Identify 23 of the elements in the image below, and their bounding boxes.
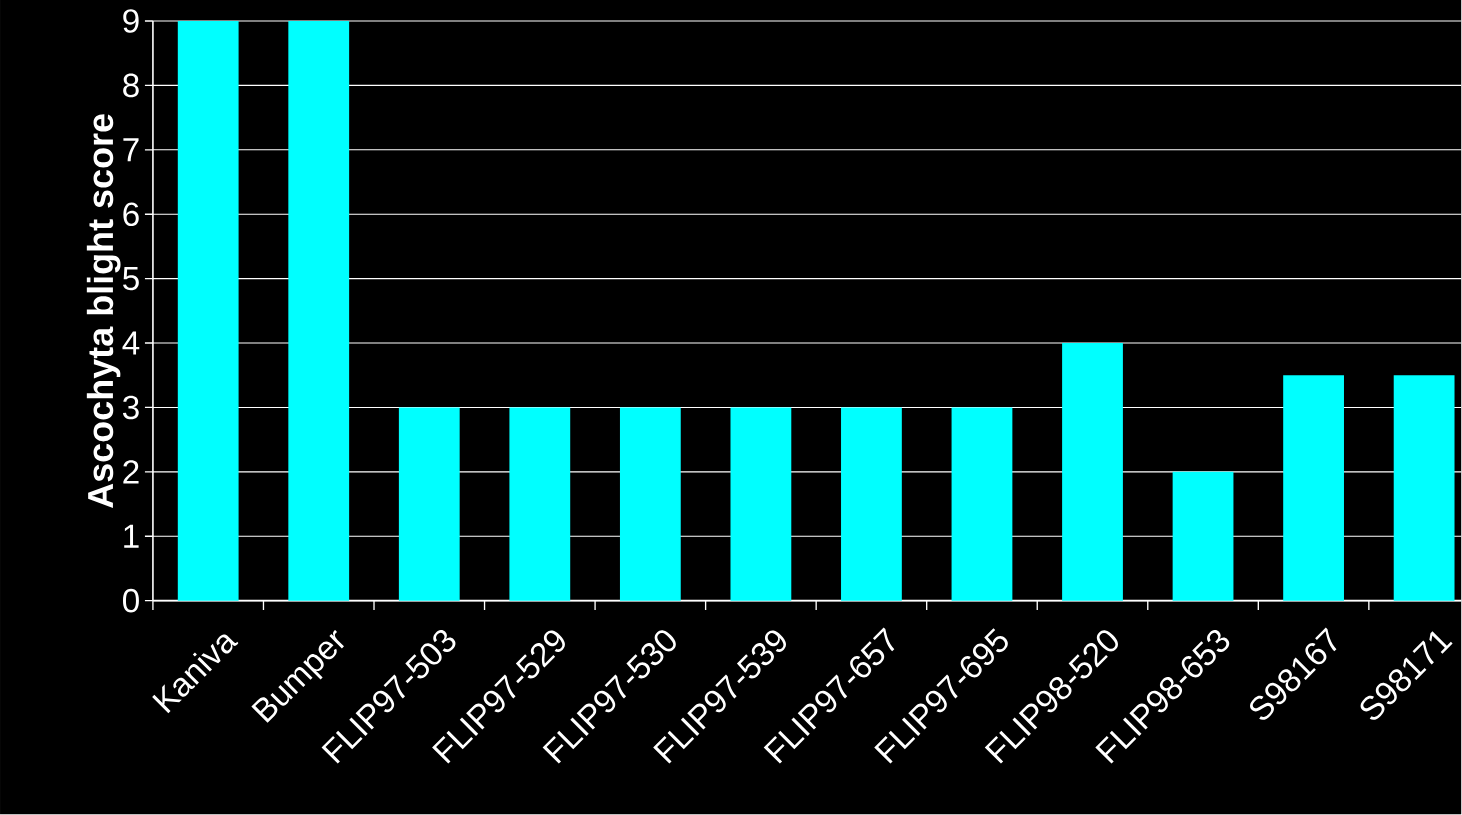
bar <box>288 21 350 601</box>
y-tick-label: 5 <box>123 267 139 291</box>
bar <box>177 21 239 601</box>
y-tick-label: 2 <box>123 460 139 484</box>
y-tick-label: 0 <box>122 589 139 613</box>
bar <box>1062 343 1123 601</box>
bar <box>1393 375 1455 601</box>
bar <box>951 407 1013 601</box>
y-axis-title: Ascochyta blight score <box>86 114 121 509</box>
bar <box>398 407 460 601</box>
bar <box>730 407 792 601</box>
y-tick-label: 3 <box>122 395 139 420</box>
bar <box>509 407 571 601</box>
y-tick-label: 7 <box>123 138 139 162</box>
bar <box>841 407 902 601</box>
y-tick-label: 8 <box>123 73 139 98</box>
bar <box>1283 375 1344 601</box>
bar <box>619 407 681 601</box>
bar <box>1172 472 1234 601</box>
y-tick-label: 1 <box>124 525 139 548</box>
y-tick-label: 4 <box>122 331 140 355</box>
y-tick-label: 6 <box>123 202 139 227</box>
y-tick-label: 9 <box>123 9 139 34</box>
